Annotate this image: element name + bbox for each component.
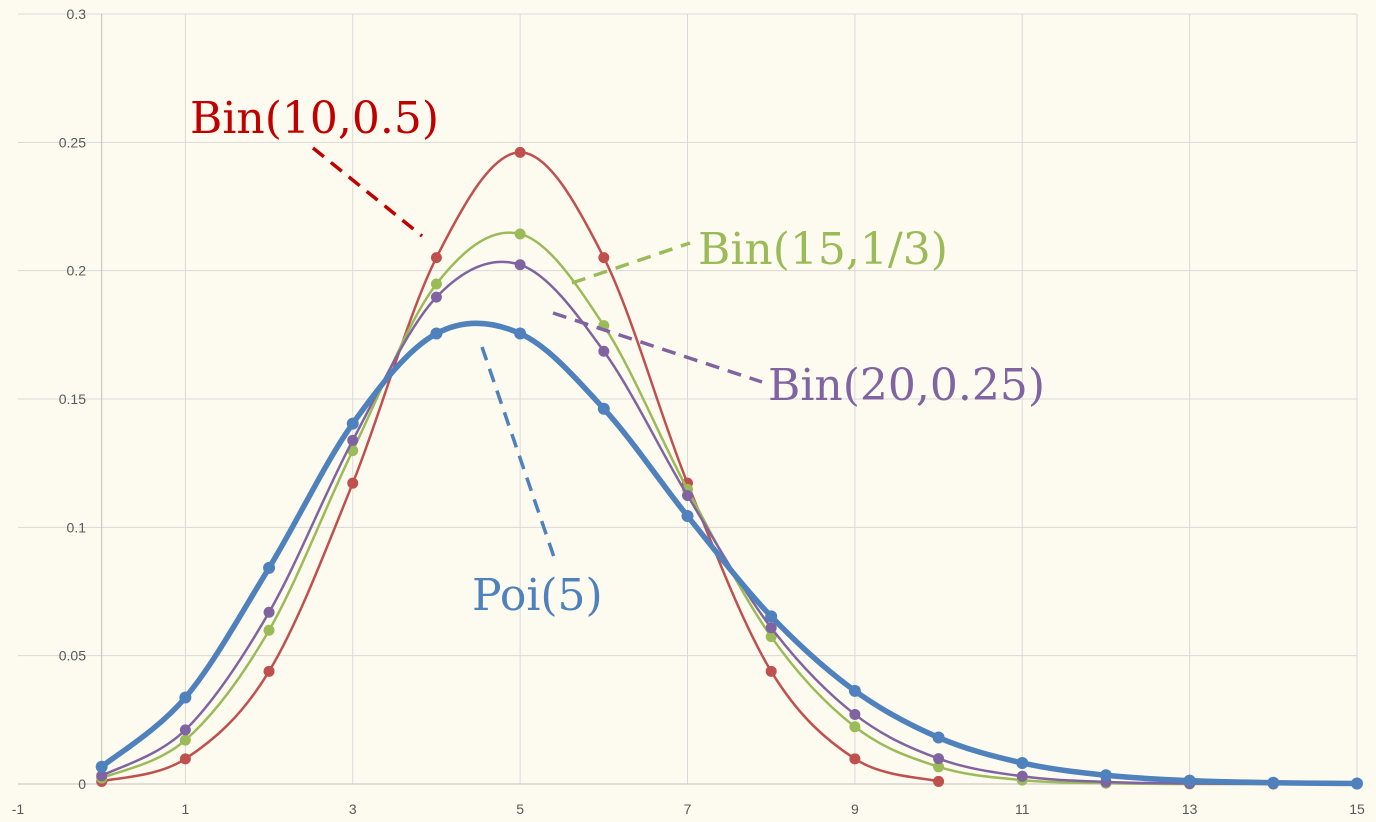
- annotation-poi: Poi(5): [472, 570, 603, 621]
- data-point: [430, 291, 442, 303]
- annotation-leader-bin10: [311, 146, 424, 238]
- data-point: [514, 327, 527, 340]
- data-point: [849, 753, 861, 765]
- x-tick-label: 7: [684, 801, 692, 817]
- data-point: [597, 402, 610, 415]
- annotation-bin20: Bin(20,0.25): [768, 360, 1045, 411]
- data-point: [598, 345, 610, 357]
- annotations: Bin(10,0.5) Bin(15,1/3) Bin(20,0.25) Poi…: [190, 93, 1045, 621]
- data-point: [849, 708, 861, 720]
- x-tick-label: 13: [1182, 801, 1198, 817]
- data-point: [765, 610, 778, 623]
- x-tick-label: 11: [1015, 801, 1030, 817]
- data-point: [849, 721, 861, 733]
- data-point: [1183, 774, 1196, 787]
- data-point: [179, 724, 191, 736]
- series-line: [101, 260, 1358, 786]
- data-point: [765, 631, 777, 643]
- y-tick-label: 0.1: [67, 519, 87, 535]
- x-tick-label: 1: [181, 801, 189, 817]
- data-point: [1351, 777, 1363, 790]
- data-point: [179, 753, 191, 765]
- annotation-leader-bin20: [552, 311, 763, 384]
- data-point: [765, 622, 777, 634]
- data-point: [933, 753, 945, 765]
- data-point: [1016, 756, 1029, 769]
- data-point: [95, 760, 108, 773]
- series-bin-15-1-3: [96, 228, 1363, 790]
- data-point: [347, 477, 359, 489]
- data-point: [96, 770, 108, 782]
- data-point: [179, 691, 192, 704]
- data-point: [765, 665, 777, 677]
- grid: [18, 13, 1358, 784]
- annotation-bin15: Bin(15,1/3): [698, 224, 948, 275]
- data-point: [933, 775, 945, 787]
- data-point: [430, 327, 443, 340]
- data-point: [263, 561, 276, 574]
- data-point: [430, 278, 442, 290]
- data-point: [682, 490, 693, 502]
- data-point: [933, 761, 945, 773]
- y-tick-label: 0: [78, 776, 86, 792]
- data-point: [848, 684, 861, 697]
- data-point: [263, 624, 275, 636]
- series-poi-5: [95, 320, 1363, 790]
- x-tick-labels: -1 1 3 5 7 9 11 13 15: [12, 801, 1365, 817]
- data-point: [179, 734, 191, 746]
- series-line: [101, 231, 1357, 786]
- x-tick-label: 9: [851, 801, 859, 817]
- annotation-leader-bin15: [571, 241, 691, 285]
- x-tick-label: 15: [1349, 801, 1365, 817]
- data-point: [430, 252, 442, 264]
- series-bin-20-0-25: [96, 259, 1363, 790]
- y-tick-label: 0.05: [59, 648, 86, 664]
- data-point: [347, 434, 359, 446]
- data-point: [346, 417, 359, 430]
- y-tick-label: 0.3: [67, 6, 87, 22]
- data-point: [263, 665, 275, 677]
- annotation-leader-poi: [480, 346, 557, 561]
- y-tick-label: 0.25: [59, 134, 86, 150]
- data-point: [263, 606, 275, 618]
- series-group: [95, 146, 1363, 790]
- x-tick-label: 5: [516, 801, 524, 817]
- data-point: [514, 259, 526, 271]
- data-point: [932, 731, 945, 744]
- data-point: [598, 252, 610, 264]
- y-tick-label: 0.2: [67, 263, 87, 279]
- data-point: [681, 510, 694, 523]
- series-line: [99, 320, 1358, 787]
- data-point: [1267, 776, 1280, 789]
- data-point: [514, 146, 526, 158]
- y-tick-labels: 0 0.05 0.1 0.15 0.2 0.25 0.3: [59, 6, 86, 792]
- data-point: [514, 228, 526, 240]
- y-tick-label: 0.15: [59, 391, 86, 407]
- x-tick-label: -1: [12, 801, 25, 817]
- x-tick-label: 3: [349, 801, 357, 817]
- annotation-bin10: Bin(10,0.5): [190, 93, 439, 144]
- data-point: [1016, 770, 1028, 782]
- data-point: [1099, 769, 1112, 782]
